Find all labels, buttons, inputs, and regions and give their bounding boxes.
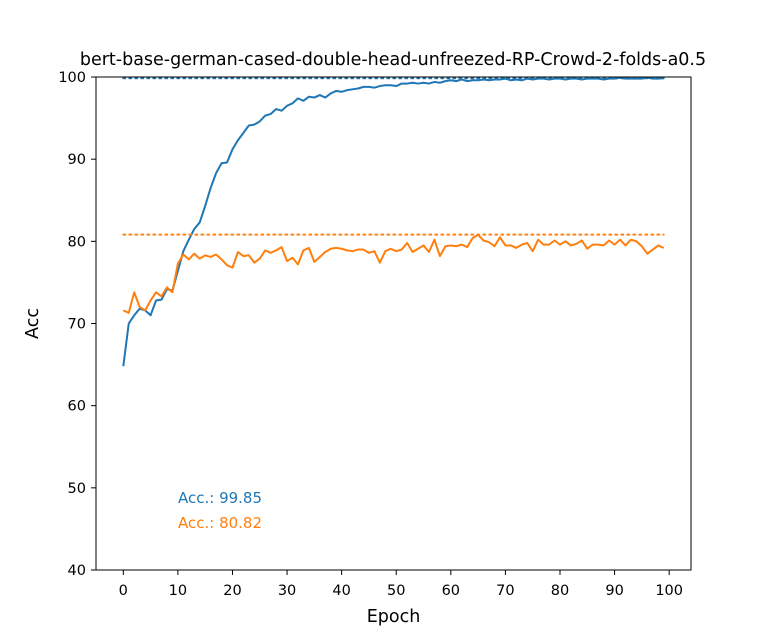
y-tick-label: 50 <box>68 481 86 497</box>
x-tick-label: 60 <box>442 583 460 599</box>
x-tick-label: 70 <box>496 583 514 599</box>
x-tick-label: 30 <box>278 583 296 599</box>
x-tick-label: 0 <box>119 583 128 599</box>
y-tick-label: 60 <box>68 399 86 415</box>
x-tick-label: 90 <box>605 583 623 599</box>
series-1-line <box>122 76 664 367</box>
x-tick-label: 40 <box>332 583 350 599</box>
series-1-annotation: Acc.: 99.85 <box>178 489 262 507</box>
y-tick-label: 90 <box>68 152 86 168</box>
series-2-line <box>122 233 665 314</box>
x-axis-label: Epoch <box>367 607 421 627</box>
x-tick-label: 80 <box>551 583 569 599</box>
y-tick-label: 100 <box>58 70 86 86</box>
y-axis-label: Acc <box>23 308 43 339</box>
y-tick-label: 70 <box>68 317 86 333</box>
x-tick-label: 50 <box>387 583 405 599</box>
x-tick-label: 10 <box>169 583 187 599</box>
x-tick-label: 20 <box>223 583 241 599</box>
y-tick-label: 80 <box>68 234 86 250</box>
y-tick-label: 40 <box>68 563 86 579</box>
x-tick-label: 100 <box>655 583 683 599</box>
y-axis: 40 50 60 70 80 90 100 <box>58 70 96 579</box>
series-layer <box>122 76 665 367</box>
chart-title: bert-base-german-cased-double-head-unfre… <box>80 50 706 70</box>
series-2-annotation: Acc.: 80.82 <box>178 514 262 532</box>
x-axis: 0 10 20 30 40 50 60 70 80 90 100 <box>119 570 683 599</box>
